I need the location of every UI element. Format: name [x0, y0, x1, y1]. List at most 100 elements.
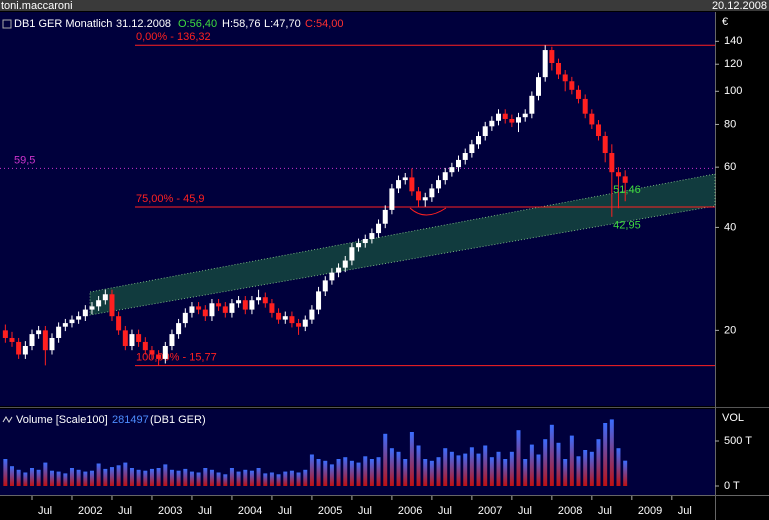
candle-body: [356, 243, 362, 248]
candle-body: [429, 188, 435, 198]
candle-body: [496, 113, 502, 121]
volume-bar: [49, 470, 54, 486]
header-date: 31.12.2008: [116, 18, 171, 30]
candle-body: [169, 334, 175, 347]
volume-bar: [283, 471, 288, 486]
volume-bar: [56, 471, 61, 486]
candle-body: [469, 144, 475, 154]
volume-bar: [503, 458, 508, 486]
x-tick-label: 2008: [558, 505, 582, 517]
candle-body: [249, 300, 255, 310]
candle-body: [555, 62, 561, 75]
candle-body: [562, 74, 568, 82]
volume-bar: [403, 458, 408, 486]
level-label: 59,5: [14, 154, 35, 166]
candle-body: [122, 330, 128, 347]
candle-body: [575, 89, 581, 99]
candle-body: [602, 136, 608, 154]
candle-body: [222, 306, 228, 313]
candle-body: [489, 120, 495, 127]
volume-bar: [169, 469, 174, 486]
candle-body: [396, 180, 402, 189]
candle-body: [515, 117, 521, 123]
volume-bar: [3, 458, 8, 486]
candle-body: [449, 167, 455, 173]
title-bar: [0, 0, 769, 11]
volume-bar: [556, 442, 561, 486]
candle-body: [422, 197, 428, 201]
candle-body: [416, 191, 422, 201]
volume-bar: [416, 445, 421, 486]
volume-bar: [376, 457, 381, 486]
candle-body: [529, 95, 535, 114]
y-tick-label: 500 T: [724, 435, 752, 447]
candle-body: [369, 233, 375, 239]
candle-body: [209, 303, 215, 317]
volume-bar: [76, 469, 81, 486]
candle-body: [349, 247, 355, 261]
candle-body: [535, 77, 541, 96]
volume-bar: [176, 470, 181, 486]
annotation: 42,95: [613, 220, 641, 232]
volume-bar: [529, 444, 534, 486]
volume-bar: [536, 454, 541, 486]
candle-body: [9, 337, 15, 342]
candle-body: [242, 300, 248, 310]
candle-body: [622, 176, 628, 183]
candle-body: [336, 267, 342, 273]
volume-bar: [423, 458, 428, 486]
volume-bar: [229, 468, 234, 486]
volume-bar: [476, 453, 481, 486]
volume-bar: [43, 462, 48, 486]
x-tick-label: Jul: [278, 505, 292, 517]
volume-bar: [563, 458, 568, 486]
volume-bar: [489, 457, 494, 486]
volume-bar: [456, 455, 461, 486]
volume-bar: [69, 468, 74, 486]
candle-body: [189, 306, 195, 313]
volume-bar: [523, 458, 528, 486]
candle-body: [202, 309, 208, 317]
volume-axis-label: VOL: [722, 412, 744, 424]
volume-bar: [116, 465, 121, 486]
candle-body: [276, 312, 282, 320]
volume-bar: [336, 458, 341, 486]
volume-bar: [363, 456, 368, 486]
volume-bar: [109, 467, 114, 486]
volume-bar: [289, 470, 294, 486]
volume-bar: [409, 431, 414, 486]
candle-body: [582, 98, 588, 114]
y-tick-label: 0 T: [724, 480, 740, 492]
volume-bar: [256, 468, 261, 486]
candle-body: [102, 294, 108, 301]
level-label: 100,00% - 15,77: [136, 352, 217, 364]
candle-body: [176, 323, 182, 335]
candle-body: [282, 316, 288, 320]
volume-bar: [309, 454, 314, 486]
volume-bar: [303, 469, 308, 486]
x-tick-label: 2003: [158, 505, 182, 517]
volume-bar: [369, 458, 374, 486]
candle-body: [256, 297, 262, 301]
y-tick-label: 120: [724, 58, 742, 70]
header-symbol: DB1 GER Monatlich: [14, 18, 112, 30]
candle-body: [389, 188, 395, 210]
volume-bar: [189, 471, 194, 486]
candle-body: [76, 316, 82, 320]
candle-body: [329, 272, 335, 281]
candle-body: [109, 294, 115, 317]
candle-body: [522, 113, 528, 118]
candle-body: [36, 330, 42, 335]
candle-body: [216, 303, 222, 307]
x-tick-label: 2005: [318, 505, 342, 517]
candle-body: [362, 238, 368, 244]
volume-bar: [143, 470, 148, 486]
volume-bar: [596, 439, 601, 486]
volume-bar: [196, 472, 201, 486]
volume-bar: [63, 473, 68, 486]
volume-title: Volume [Scale100]: [16, 414, 108, 426]
candle-body: [142, 341, 148, 351]
volume-bar: [609, 419, 614, 486]
volume-bar: [163, 464, 168, 486]
candle-body: [162, 346, 168, 359]
